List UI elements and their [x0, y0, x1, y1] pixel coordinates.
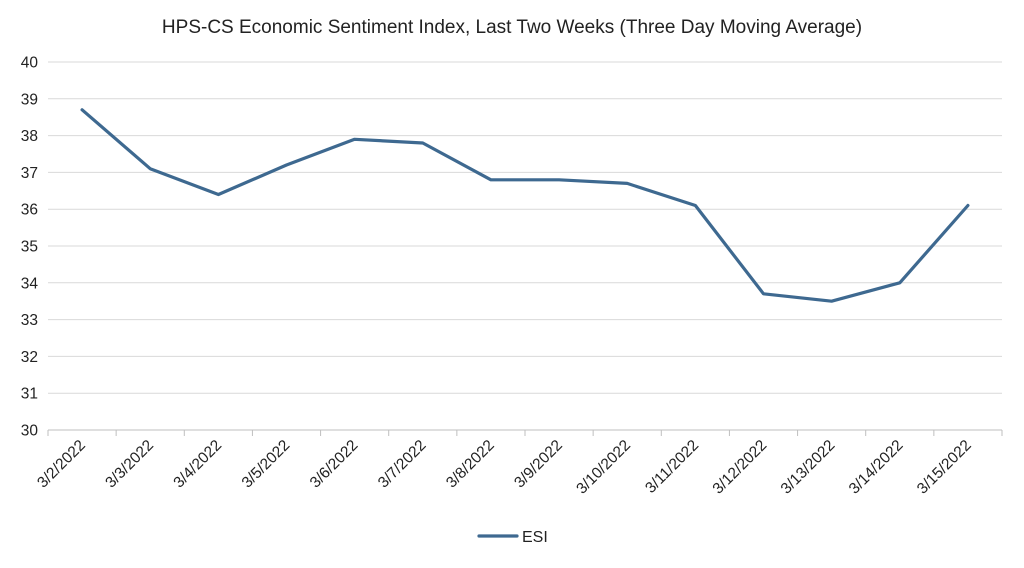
x-tick-label: 3/7/2022: [375, 437, 430, 492]
x-tick-label: 3/5/2022: [239, 437, 294, 492]
x-tick-label: 3/12/2022: [710, 437, 771, 498]
y-tick-label: 30: [21, 423, 39, 440]
x-tick-label: 3/14/2022: [846, 437, 907, 498]
legend-label: ESI: [522, 529, 548, 546]
y-tick-label: 33: [21, 312, 38, 329]
chart-title: HPS-CS Economic Sentiment Index, Last Tw…: [162, 17, 862, 38]
x-tick-label: 3/9/2022: [511, 437, 566, 492]
y-tick-label: 35: [21, 239, 38, 256]
y-tick-label: 31: [21, 386, 38, 403]
x-axis: [47, 429, 1003, 436]
x-tick-label: 3/2/2022: [34, 437, 89, 492]
series-line-esi: [80, 108, 970, 303]
x-tick-label: 3/13/2022: [778, 437, 839, 498]
gridlines: [48, 61, 1002, 394]
x-tick-label: 3/6/2022: [307, 437, 362, 492]
y-axis-tick-labels: 30 31 32 33 34 35 36 37 38 39 40: [21, 55, 39, 440]
x-tick-label: 3/8/2022: [443, 437, 498, 492]
series-lines: [80, 108, 970, 303]
y-tick-label: 39: [21, 91, 38, 108]
x-tick-label: 3/4/2022: [170, 437, 225, 492]
y-tick-label: 40: [21, 55, 39, 72]
x-tick-label: 3/15/2022: [914, 437, 975, 498]
y-tick-label: 37: [21, 165, 38, 182]
x-axis-tick-labels: 3/2/2022 3/3/2022 3/4/2022 3/5/2022 3/6/2022…: [34, 437, 975, 498]
x-tick-label: 3/3/2022: [102, 437, 157, 492]
y-tick-label: 38: [21, 128, 38, 145]
x-tick-label: 3/10/2022: [573, 437, 634, 498]
x-tick-label: 3/11/2022: [642, 437, 702, 497]
y-tick-label: 32: [21, 349, 38, 366]
y-tick-label: 34: [21, 275, 39, 292]
legend: ESI: [477, 529, 548, 546]
y-tick-label: 36: [21, 202, 38, 219]
